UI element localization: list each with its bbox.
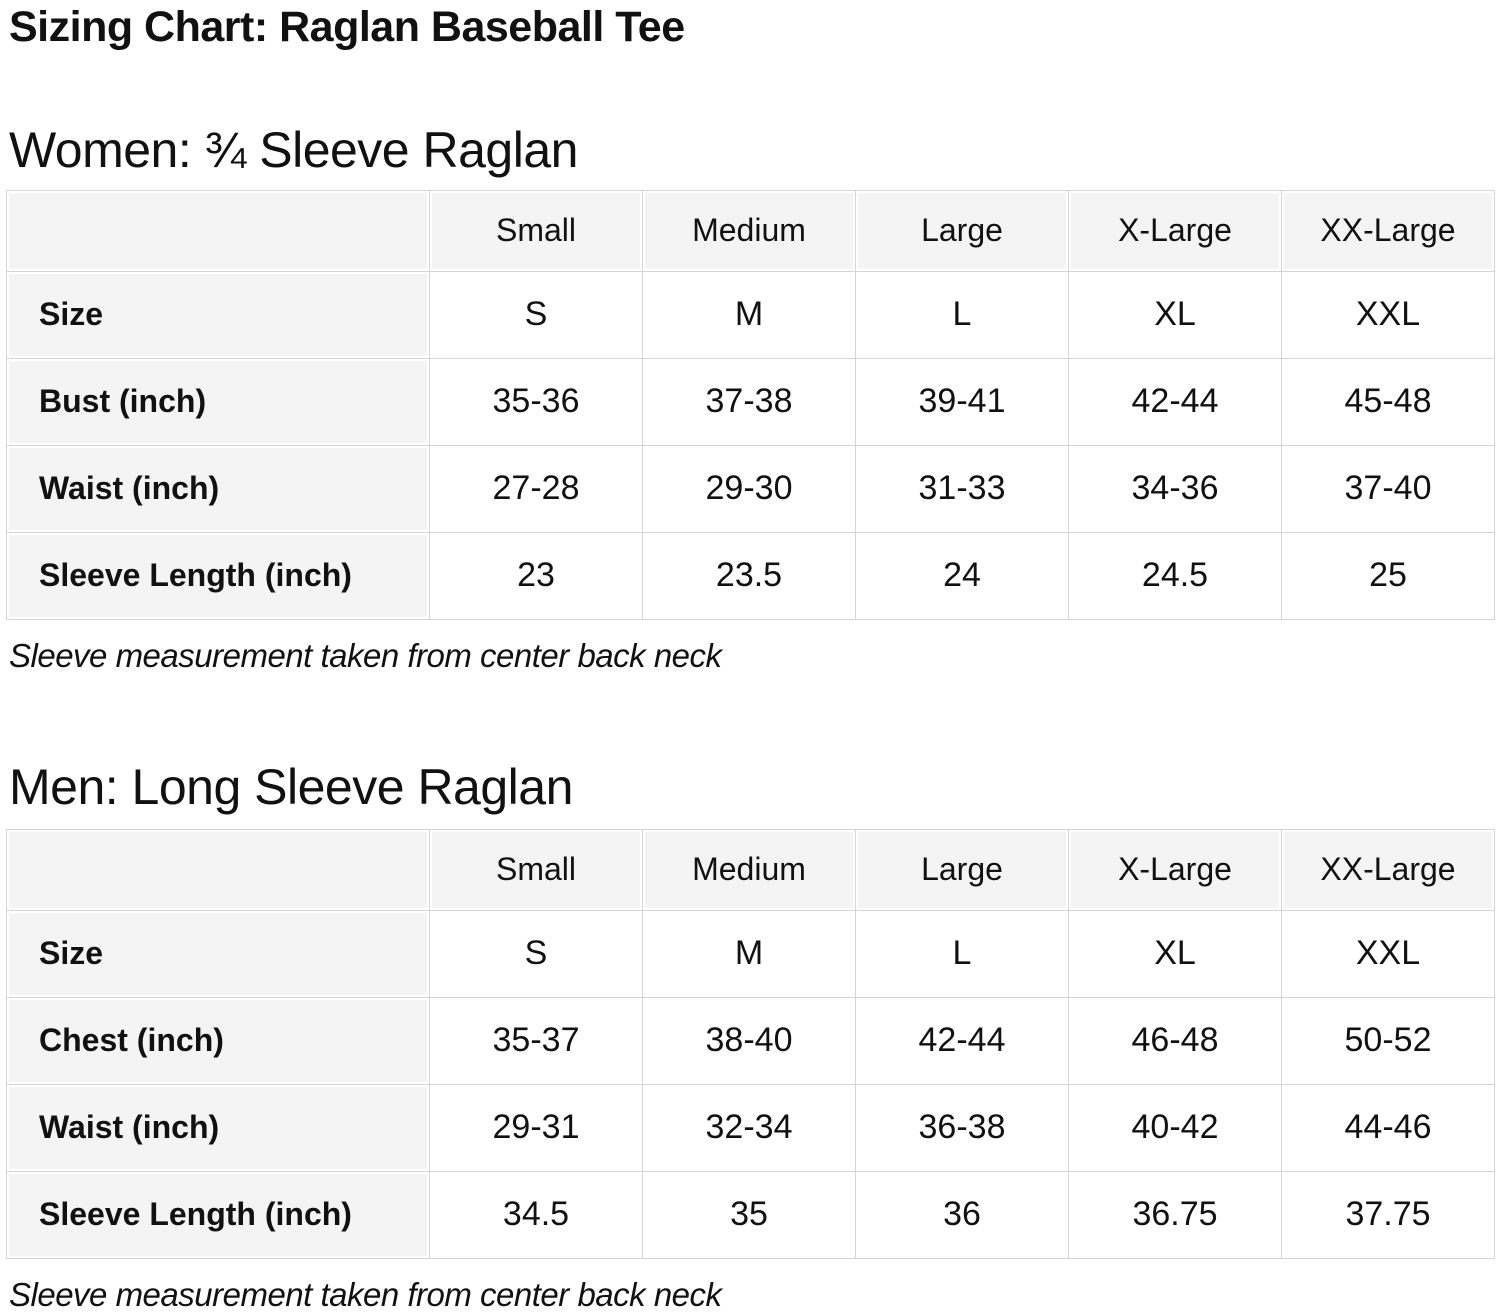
- women-section-heading: Women: ¾ Sleeve Raglan: [9, 122, 578, 179]
- table-cell: 34.5: [430, 1171, 642, 1258]
- table-cell: 34-36: [1069, 445, 1281, 532]
- table-cell: XXL: [1282, 271, 1494, 358]
- row-label: Sleeve Length (inch): [7, 1171, 429, 1258]
- table-cell: 36: [856, 1171, 1068, 1258]
- table-cell: 42-44: [856, 997, 1068, 1084]
- table-cell: L: [856, 910, 1068, 997]
- table-cell: 35-36: [430, 358, 642, 445]
- table-cell: 37-38: [643, 358, 855, 445]
- table-row-sleeve-length: Sleeve Length (inch) 23 23.5 24 24.5 25: [7, 532, 1494, 619]
- corner-cell: [7, 829, 429, 910]
- women-header-row: Small Medium Large X-Large XX-Large: [7, 190, 1494, 271]
- column-header-x-large: X-Large: [1069, 829, 1281, 910]
- table-cell: 39-41: [856, 358, 1068, 445]
- row-label: Size: [7, 271, 429, 358]
- table-cell: M: [643, 910, 855, 997]
- table-cell: 25: [1282, 532, 1494, 619]
- table-cell: S: [430, 271, 642, 358]
- table-row-waist: Waist (inch) 27-28 29-30 31-33 34-36 37-…: [7, 445, 1494, 532]
- table-row-size: Size S M L XL XXL: [7, 910, 1494, 997]
- women-sizing-table: Small Medium Large X-Large XX-Large Size…: [6, 189, 1495, 620]
- table-cell: 40-42: [1069, 1084, 1281, 1171]
- column-header-x-large: X-Large: [1069, 190, 1281, 271]
- table-cell: XXL: [1282, 910, 1494, 997]
- table-cell: 37-40: [1282, 445, 1494, 532]
- table-cell: M: [643, 271, 855, 358]
- table-row-size: Size S M L XL XXL: [7, 271, 1494, 358]
- table-cell: 42-44: [1069, 358, 1281, 445]
- page-title: Sizing Chart: Raglan Baseball Tee: [9, 3, 685, 51]
- table-cell: XL: [1069, 271, 1281, 358]
- table-cell: 45-48: [1282, 358, 1494, 445]
- row-label: Chest (inch): [7, 997, 429, 1084]
- column-header-large: Large: [856, 829, 1068, 910]
- table-row-sleeve-length: Sleeve Length (inch) 34.5 35 36 36.75 37…: [7, 1171, 1494, 1258]
- column-header-xx-large: XX-Large: [1282, 190, 1494, 271]
- column-header-large: Large: [856, 190, 1068, 271]
- row-label: Bust (inch): [7, 358, 429, 445]
- women-table-note: Sleeve measurement taken from center bac…: [9, 636, 722, 674]
- table-cell: L: [856, 271, 1068, 358]
- table-row-chest: Chest (inch) 35-37 38-40 42-44 46-48 50-…: [7, 997, 1494, 1084]
- table-cell: 36-38: [856, 1084, 1068, 1171]
- table-cell: 44-46: [1282, 1084, 1494, 1171]
- table-cell: 32-34: [643, 1084, 855, 1171]
- table-cell: 50-52: [1282, 997, 1494, 1084]
- table-cell: 31-33: [856, 445, 1068, 532]
- column-header-small: Small: [430, 190, 642, 271]
- table-cell: 37.75: [1282, 1171, 1494, 1258]
- corner-cell: [7, 190, 429, 271]
- table-cell: 29-30: [643, 445, 855, 532]
- table-cell: 27-28: [430, 445, 642, 532]
- table-cell: 29-31: [430, 1084, 642, 1171]
- men-section-heading: Men: Long Sleeve Raglan: [9, 759, 573, 816]
- table-cell: S: [430, 910, 642, 997]
- table-cell: 23: [430, 532, 642, 619]
- table-cell: 24.5: [1069, 532, 1281, 619]
- row-label: Waist (inch): [7, 445, 429, 532]
- table-cell: XL: [1069, 910, 1281, 997]
- men-sizing-table: Small Medium Large X-Large XX-Large Size…: [6, 828, 1495, 1259]
- table-cell: 23.5: [643, 532, 855, 619]
- column-header-small: Small: [430, 829, 642, 910]
- row-label: Size: [7, 910, 429, 997]
- men-header-row: Small Medium Large X-Large XX-Large: [7, 829, 1494, 910]
- table-cell: 35-37: [430, 997, 642, 1084]
- column-header-medium: Medium: [643, 190, 855, 271]
- table-row-bust: Bust (inch) 35-36 37-38 39-41 42-44 45-4…: [7, 358, 1494, 445]
- table-cell: 36.75: [1069, 1171, 1281, 1258]
- row-label: Sleeve Length (inch): [7, 532, 429, 619]
- men-table-note: Sleeve measurement taken from center bac…: [9, 1275, 722, 1313]
- table-cell: 24: [856, 532, 1068, 619]
- table-cell: 35: [643, 1171, 855, 1258]
- table-cell: 38-40: [643, 997, 855, 1084]
- table-cell: 46-48: [1069, 997, 1281, 1084]
- row-label: Waist (inch): [7, 1084, 429, 1171]
- column-header-medium: Medium: [643, 829, 855, 910]
- column-header-xx-large: XX-Large: [1282, 829, 1494, 910]
- table-row-waist: Waist (inch) 29-31 32-34 36-38 40-42 44-…: [7, 1084, 1494, 1171]
